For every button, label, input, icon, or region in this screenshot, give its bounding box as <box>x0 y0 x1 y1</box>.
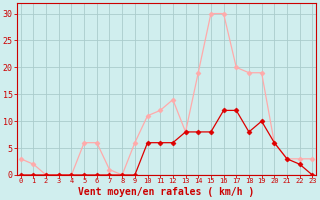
X-axis label: Vent moyen/en rafales ( km/h ): Vent moyen/en rafales ( km/h ) <box>78 187 255 197</box>
